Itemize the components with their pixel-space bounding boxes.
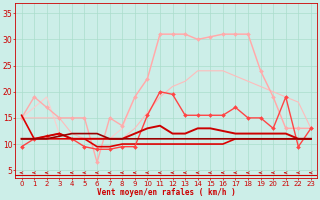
X-axis label: Vent moyen/en rafales ( km/h ): Vent moyen/en rafales ( km/h ) — [97, 188, 236, 197]
